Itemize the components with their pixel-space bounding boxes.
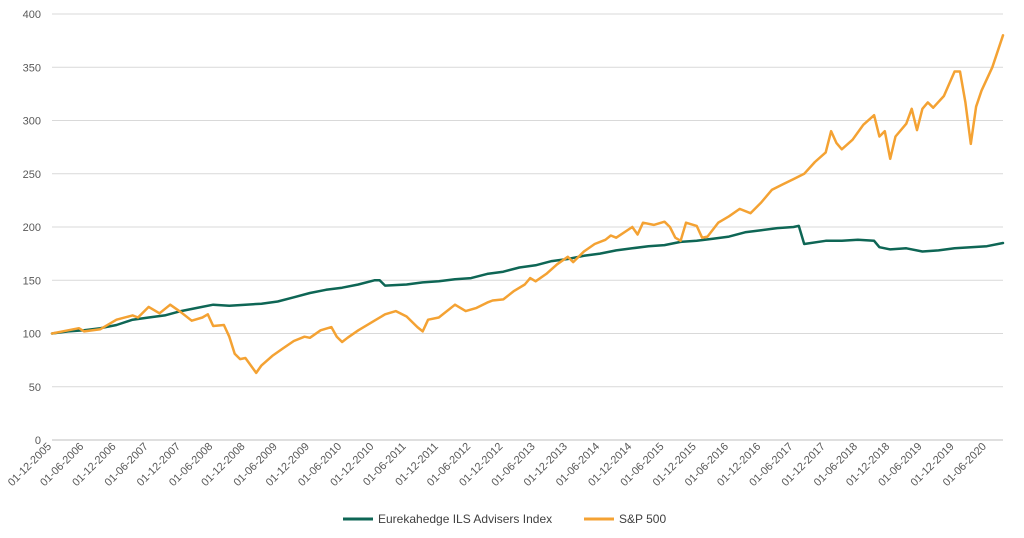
legend-label-sp500: S&P 500 bbox=[619, 512, 666, 526]
series-line-sp500 bbox=[50, 34, 1005, 375]
y-tick-label: 200 bbox=[23, 222, 41, 234]
y-tick-label: 100 bbox=[23, 329, 41, 341]
legend-label-ils: Eurekahedge ILS Advisers Index bbox=[378, 512, 552, 526]
y-axis-tick-labels: 0 50 100 150 200 250 300 350 400 bbox=[23, 9, 41, 447]
y-tick-label: 400 bbox=[23, 9, 41, 21]
y-tick-label: 250 bbox=[23, 169, 41, 181]
gridlines bbox=[52, 13, 1003, 441]
series-lines bbox=[50, 34, 1005, 375]
y-tick-label: 150 bbox=[23, 275, 41, 287]
y-tick-label: 50 bbox=[29, 382, 41, 394]
series-line-ils-advisers-index bbox=[50, 224, 1005, 335]
legend: Eurekahedge ILS Advisers Index S&P 500 bbox=[343, 512, 666, 526]
x-axis-tick-labels: 01-12-200501-06-200601-12-200601-06-2007… bbox=[6, 441, 989, 489]
y-tick-label: 350 bbox=[23, 62, 41, 74]
y-tick-label: 300 bbox=[23, 116, 41, 128]
y-tick-label: 0 bbox=[35, 435, 41, 447]
